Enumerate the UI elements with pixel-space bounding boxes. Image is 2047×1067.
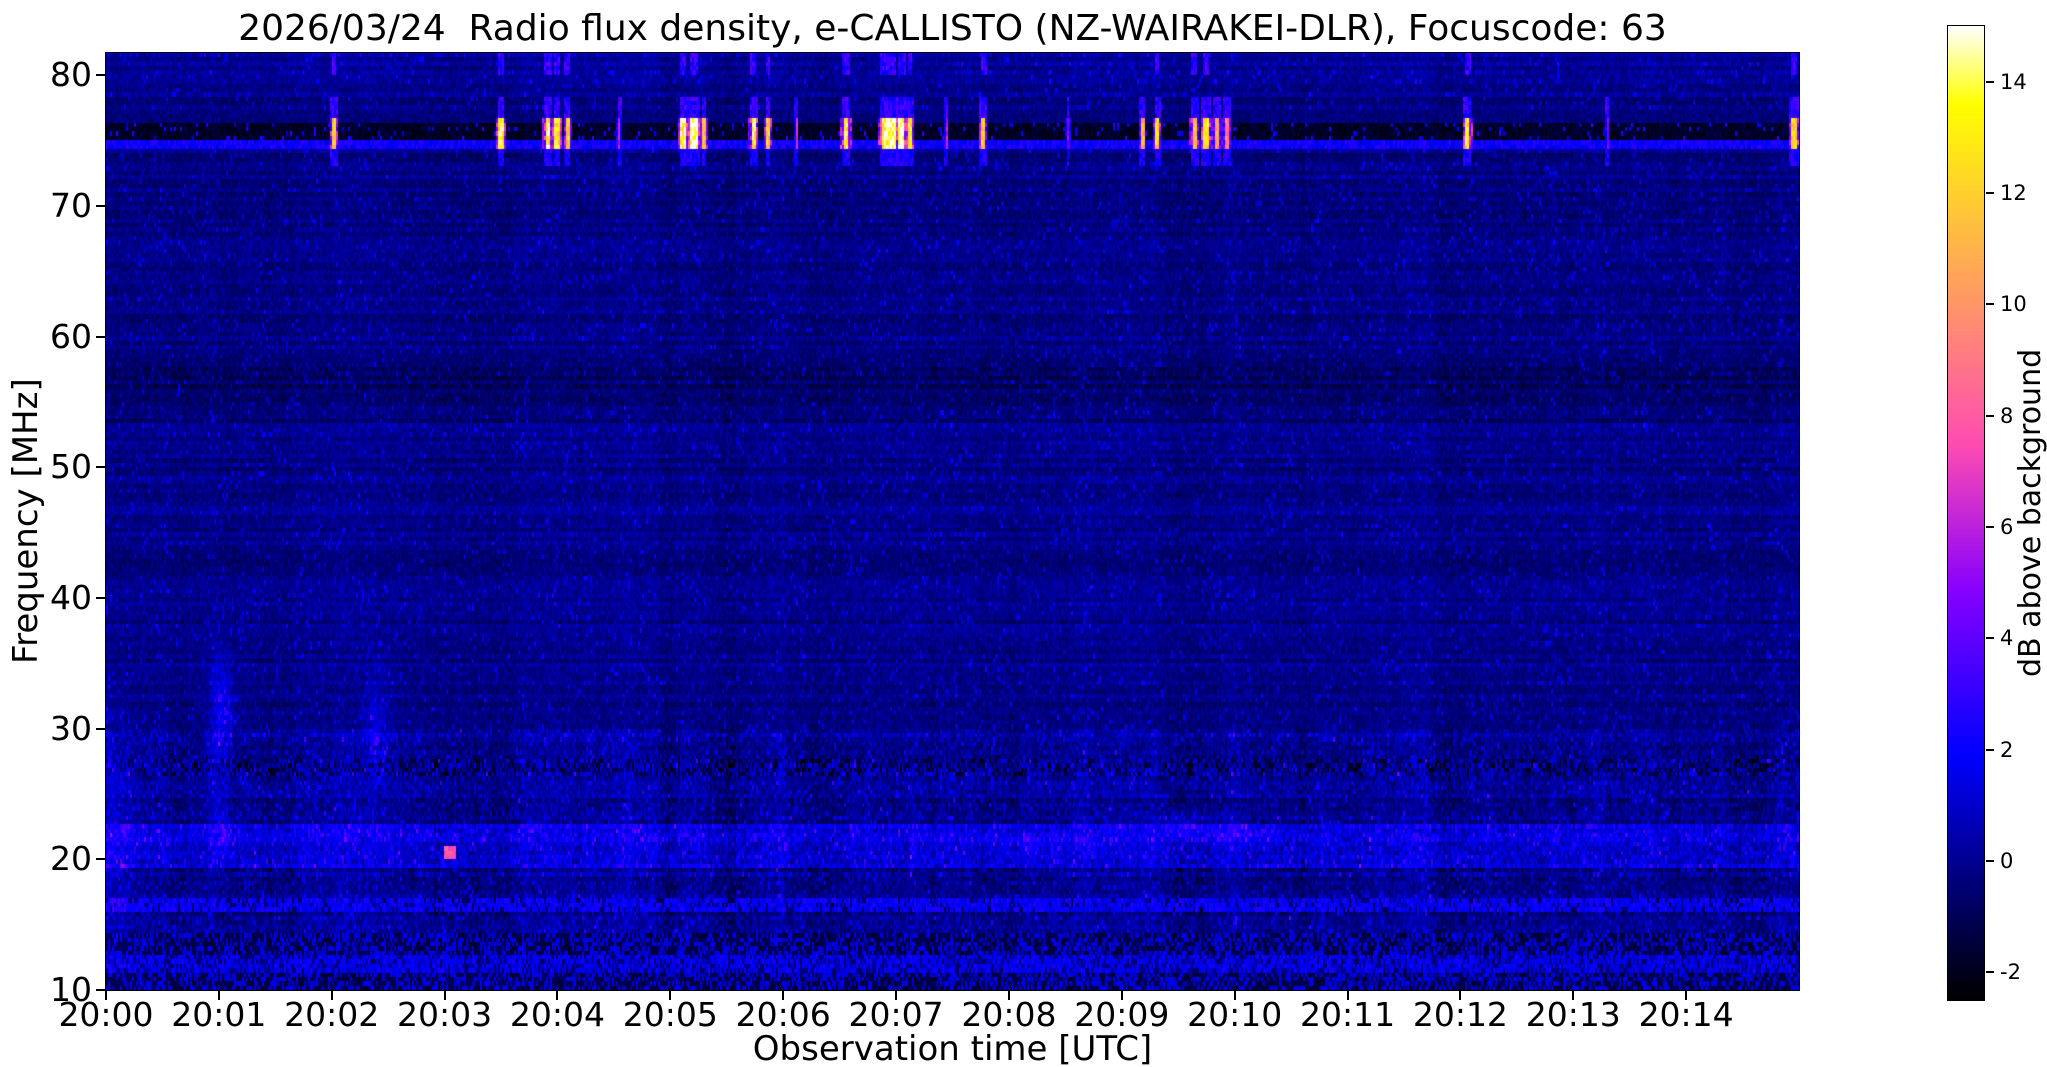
x-tick <box>895 990 898 1000</box>
colorbar-label: dB above background <box>2013 348 2047 678</box>
y-tick <box>96 727 106 730</box>
x-tick-label: 20:04 <box>509 995 605 1034</box>
x-tick-label: 20:08 <box>961 995 1057 1034</box>
colorbar-tick-label: -2 <box>2000 960 2021 985</box>
x-tick-label: 20:01 <box>171 995 267 1034</box>
x-tick <box>782 990 785 1000</box>
colorbar-tick <box>1986 525 1994 528</box>
colorbar-tick <box>1986 303 1994 306</box>
x-tick <box>217 990 220 1000</box>
colorbar-tick-label: 8 <box>2000 403 2014 428</box>
colorbar-gradient <box>1948 26 1984 1000</box>
x-tick-label: 20:11 <box>1299 995 1396 1034</box>
x-tick-label: 20:07 <box>848 995 944 1034</box>
x-tick-label: 20:12 <box>1412 995 1508 1034</box>
colorbar-tick-label: 0 <box>2000 848 2014 873</box>
colorbar-tick-label: 6 <box>2000 514 2014 539</box>
x-tick <box>669 990 672 1000</box>
plot-area <box>105 52 1800 991</box>
x-tick <box>1572 990 1575 1000</box>
x-tick-label: 20:02 <box>284 995 380 1034</box>
x-tick-label: 20:03 <box>397 995 493 1034</box>
x-tick-label: 20:13 <box>1525 995 1621 1034</box>
x-tick <box>556 990 559 1000</box>
x-tick <box>330 990 333 1000</box>
colorbar-tick <box>1986 748 1994 751</box>
colorbar-tick <box>1986 191 1994 194</box>
colorbar-tick <box>1986 971 1994 974</box>
x-tick <box>105 990 107 1000</box>
colorbar-tick-label: 10 <box>2000 292 2027 317</box>
x-tick <box>1007 990 1010 1000</box>
x-tick-label: 20:09 <box>1074 995 1170 1034</box>
colorbar-tick <box>1986 859 1994 862</box>
chart-title: 2026/03/24 Radio flux density, e-CALLIST… <box>238 8 1667 49</box>
spectrogram-heatmap <box>106 53 1799 990</box>
x-tick <box>1346 990 1349 1000</box>
y-tick <box>96 989 106 991</box>
colorbar-tick <box>1986 80 1994 83</box>
y-tick-label: 20 <box>50 839 92 879</box>
colorbar-tick-label: 14 <box>2000 69 2027 94</box>
x-tick-label: 20:14 <box>1638 995 1734 1034</box>
x-tick-label: 20:05 <box>622 995 718 1034</box>
y-tick <box>96 858 106 861</box>
y-tick-label: 70 <box>50 185 92 225</box>
x-tick <box>1233 990 1236 1000</box>
y-tick-label: 30 <box>50 708 92 748</box>
x-axis-label: Observation time [UTC] <box>752 1029 1153 1067</box>
y-tick-label: 80 <box>50 55 92 95</box>
y-tick-label: 60 <box>50 316 92 356</box>
x-tick <box>443 990 446 1000</box>
y-tick-label: 50 <box>50 447 92 487</box>
x-tick-label: 20:10 <box>1187 995 1283 1034</box>
x-tick <box>1120 990 1123 1000</box>
y-tick <box>96 335 106 338</box>
x-tick <box>1685 990 1688 1000</box>
colorbar-tick <box>1986 637 1994 640</box>
y-tick <box>96 596 106 599</box>
x-tick-label: 20:00 <box>58 995 154 1034</box>
y-tick <box>96 74 106 77</box>
colorbar-tick-label: 2 <box>2000 737 2014 762</box>
y-tick-label: 10 <box>50 970 92 1009</box>
colorbar-tick <box>1986 414 1994 417</box>
y-tick <box>96 204 106 207</box>
x-tick <box>1459 990 1462 1000</box>
y-tick-label: 40 <box>50 577 92 617</box>
colorbar-tick-label: 12 <box>2000 180 2027 205</box>
x-tick-label: 20:06 <box>735 995 831 1034</box>
colorbar-tick-label: 4 <box>2000 626 2014 651</box>
colorbar <box>1947 25 1985 1001</box>
y-tick <box>96 466 106 469</box>
